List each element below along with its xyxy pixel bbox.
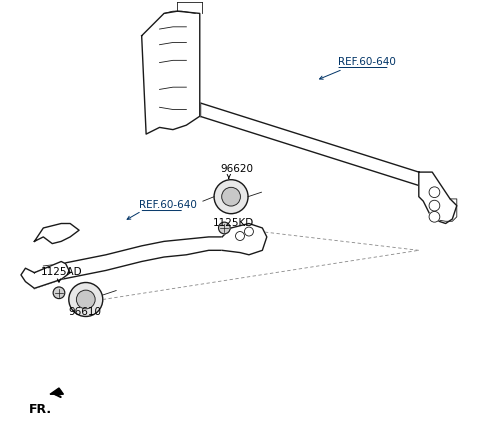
Circle shape xyxy=(429,200,440,211)
Polygon shape xyxy=(419,172,457,224)
Circle shape xyxy=(69,283,103,316)
Text: 1125AD: 1125AD xyxy=(41,267,83,277)
Circle shape xyxy=(53,287,65,299)
Circle shape xyxy=(222,187,240,206)
Text: REF.60-640: REF.60-640 xyxy=(139,200,197,210)
Circle shape xyxy=(214,180,248,214)
Polygon shape xyxy=(21,261,70,288)
Text: FR.: FR. xyxy=(29,404,52,417)
Polygon shape xyxy=(35,224,79,244)
Circle shape xyxy=(236,232,244,240)
Text: 96620: 96620 xyxy=(220,164,253,174)
Polygon shape xyxy=(142,11,200,134)
Circle shape xyxy=(218,222,230,234)
Text: 1125KD: 1125KD xyxy=(213,218,254,228)
Circle shape xyxy=(76,290,95,309)
Polygon shape xyxy=(50,388,63,394)
Circle shape xyxy=(429,211,440,222)
Text: 96610: 96610 xyxy=(68,307,101,317)
Circle shape xyxy=(244,227,253,236)
Text: REF.60-640: REF.60-640 xyxy=(338,57,396,67)
Polygon shape xyxy=(222,224,267,255)
Circle shape xyxy=(429,187,440,198)
